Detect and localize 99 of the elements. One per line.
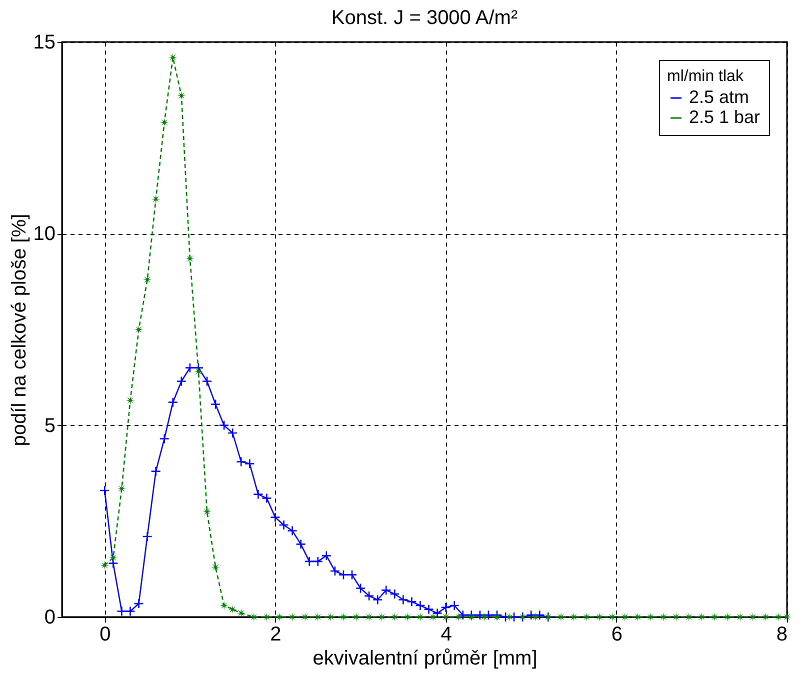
point [432, 608, 442, 618]
point [474, 610, 486, 620]
point [270, 512, 280, 522]
point [556, 612, 566, 622]
point [364, 590, 374, 602]
point [480, 612, 489, 622]
y-tick-label: 0 [44, 606, 56, 628]
point [424, 604, 434, 614]
point [300, 612, 310, 622]
point [736, 612, 745, 622]
point [100, 485, 110, 496]
point [185, 254, 194, 264]
point [380, 585, 392, 596]
point [526, 610, 536, 620]
point [142, 275, 152, 284]
point [142, 531, 152, 542]
chart-title: Konst. J = 3000 A/m² [331, 7, 518, 29]
point [748, 612, 758, 622]
point [330, 566, 340, 576]
point [505, 612, 514, 622]
point [530, 612, 540, 622]
point [211, 562, 220, 572]
point [313, 612, 322, 622]
point [390, 612, 400, 622]
point [236, 456, 246, 467]
point [126, 396, 135, 405]
point [288, 612, 297, 622]
x-tick-label: 0 [100, 624, 111, 646]
point [398, 594, 408, 605]
point [244, 458, 255, 469]
point [339, 612, 348, 622]
point [100, 560, 110, 570]
point [236, 608, 246, 618]
point [287, 526, 298, 536]
point [440, 602, 451, 613]
point [774, 612, 783, 622]
point [321, 550, 332, 561]
point [108, 558, 118, 568]
point [377, 612, 386, 622]
point [296, 539, 306, 550]
point [454, 612, 464, 622]
point [594, 612, 604, 622]
y-tick-label: 5 [44, 414, 56, 437]
point [125, 606, 136, 616]
point [184, 362, 196, 373]
point [210, 399, 221, 410]
point [228, 604, 238, 614]
point [176, 91, 186, 100]
point [415, 600, 426, 611]
point [355, 583, 366, 594]
legend-label: 2.5 atm [689, 87, 750, 107]
point [608, 612, 617, 622]
point [134, 325, 144, 334]
point [406, 596, 417, 607]
legend-label: 2.5 1 bar [689, 107, 760, 127]
point [202, 376, 212, 386]
point [346, 570, 358, 580]
point [168, 397, 178, 408]
point [534, 610, 545, 620]
point [220, 601, 229, 610]
point [364, 612, 374, 622]
point [218, 420, 230, 430]
x-tick-label: 6 [611, 624, 622, 646]
point [151, 194, 160, 204]
point [227, 428, 238, 438]
point [176, 376, 187, 386]
point [150, 466, 161, 476]
point [466, 610, 477, 620]
legend-title: ml/min tlak [667, 68, 744, 85]
point [458, 610, 468, 620]
point [160, 118, 169, 127]
x-tick-label: 8 [776, 624, 788, 646]
point [672, 612, 681, 622]
point [159, 434, 170, 444]
point [449, 600, 460, 611]
x-tick-label: 4 [440, 624, 452, 646]
point [372, 594, 383, 605]
point [761, 612, 770, 622]
y-axis-title: podíl na celkové ploše [%] [8, 214, 30, 446]
point [338, 570, 349, 580]
point [304, 556, 314, 567]
point [428, 612, 438, 622]
y-tick-label: 10 [33, 223, 56, 246]
point [312, 556, 324, 567]
point [202, 507, 212, 516]
point [116, 606, 127, 616]
point [483, 610, 494, 620]
point [684, 612, 694, 622]
point [658, 612, 668, 622]
point [262, 493, 272, 504]
point [194, 367, 203, 376]
point [390, 588, 400, 600]
point [134, 598, 144, 609]
point [253, 489, 264, 500]
x-axis-title: ekvivalentní průměr [mm] [312, 648, 538, 670]
point [441, 612, 450, 622]
point [278, 520, 289, 530]
x-tick-label: 2 [270, 624, 282, 646]
y-tick-label: 15 [33, 32, 56, 54]
